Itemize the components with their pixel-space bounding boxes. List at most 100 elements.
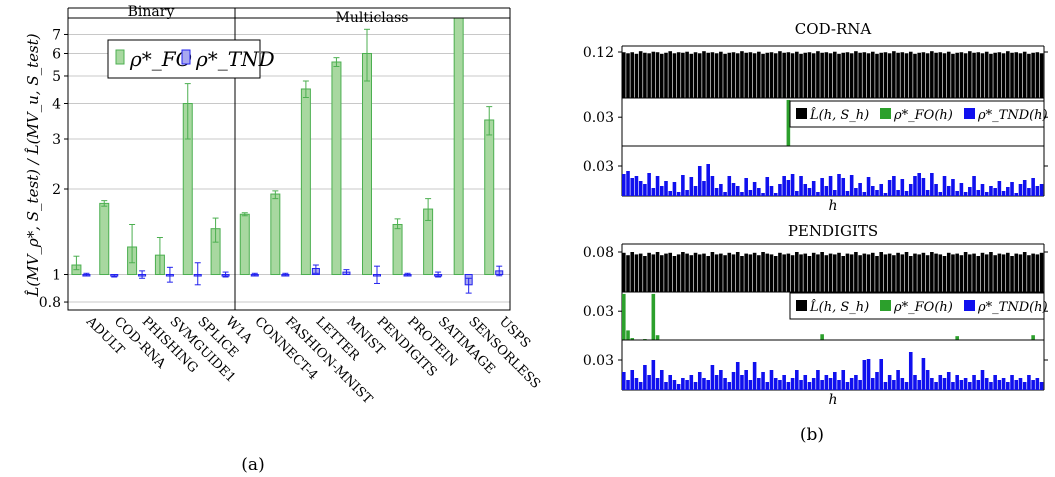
b-bar: [697, 166, 702, 196]
b-x-axis-label: h: [828, 392, 837, 408]
b-bar: [976, 190, 981, 196]
b-bar: [803, 184, 808, 196]
a-bar-fo: [484, 119, 495, 276]
b-bar: [685, 380, 689, 390]
b-bar: [968, 187, 972, 196]
b-bar: [925, 53, 930, 98]
b-bar: [997, 52, 1002, 98]
b-bar: [904, 382, 909, 390]
b-bar: [676, 52, 681, 98]
b-bar: [887, 180, 892, 196]
a-bar-fo: [300, 88, 311, 276]
b-legend: L̂(h, S_h) ρ*_FO(h) ρ*_TND(h): [789, 100, 1048, 128]
b-bar: [925, 370, 930, 390]
b-bar: [870, 51, 875, 98]
b-bar: [714, 375, 719, 390]
a-legend-tnd-swatch: [181, 49, 191, 65]
b-bar: [938, 192, 943, 196]
b-bar: [786, 180, 791, 196]
b-bar: [921, 252, 926, 292]
b-bar: [955, 52, 959, 98]
b-bar: [790, 378, 795, 390]
b-bar: [938, 375, 943, 390]
b-bar: [820, 334, 824, 340]
b-bar: [955, 375, 959, 390]
b-bar: [934, 52, 938, 98]
b-bar: [820, 252, 824, 292]
b-bar: [866, 359, 871, 390]
b-bar: [900, 52, 905, 98]
b-bar: [862, 253, 867, 292]
b-bar: [811, 378, 816, 390]
b-legend-box: [789, 100, 1045, 128]
b-bar: [790, 174, 795, 196]
b-bar: [769, 186, 774, 196]
b-bar: [693, 52, 698, 98]
b-bar: [1031, 335, 1035, 340]
b-bar: [921, 358, 926, 390]
b-bar: [942, 378, 947, 390]
b-bar: [634, 378, 639, 390]
b-bar: [879, 52, 884, 98]
b-bar: [782, 176, 786, 196]
b-bar: [858, 380, 862, 390]
b-bar: [972, 253, 976, 292]
b-bar: [1031, 380, 1035, 390]
b-bar: [1035, 186, 1040, 196]
b-bar: [849, 175, 854, 196]
b-bar: [702, 181, 706, 196]
a-y-tick-label: 1: [52, 268, 61, 284]
b-bar: [706, 52, 710, 98]
b-bar: [976, 380, 981, 390]
b-bar: [643, 184, 647, 196]
b-bar: [959, 255, 964, 292]
b-bar: [748, 52, 753, 98]
b-bar: [875, 372, 879, 390]
b-bar: [672, 53, 677, 98]
b-y-tick-label: 0.03: [583, 353, 614, 369]
b-y-tick-label: 0.03: [583, 159, 614, 175]
b-bar: [828, 53, 833, 98]
a-legend-tnd-label: ρ*_TND: [195, 47, 275, 71]
b-bar: [735, 186, 740, 196]
b-bar: [892, 255, 896, 292]
b-bar: [946, 51, 951, 98]
b-bar: [748, 380, 753, 390]
b-bar: [761, 53, 765, 98]
b-bar: [892, 51, 896, 98]
b-bar: [731, 372, 736, 390]
a-y-tick-label: 5: [52, 69, 61, 85]
b-bar: [647, 173, 651, 196]
b-bar: [837, 252, 841, 292]
b-bar: [930, 51, 934, 98]
b-bar: [997, 253, 1002, 292]
b-bar: [731, 183, 736, 196]
b-bar: [723, 53, 727, 98]
b-bar: [668, 51, 673, 98]
b-bar: [799, 380, 803, 390]
b-bar: [651, 293, 656, 340]
b-bar: [786, 99, 791, 146]
b-bar: [917, 380, 921, 390]
b-bar: [866, 254, 871, 292]
a-group-label-multiclass: Multiclass: [336, 10, 409, 26]
b-bar: [761, 372, 765, 390]
b-subpanel: PENDIGITS 0.08 0.03 0.03 L̂(h, S_h) ρ*_FO(h) ρ…: [583, 222, 1048, 408]
b-bar: [647, 375, 651, 390]
a-bar-fo: [392, 223, 403, 276]
b-bar: [841, 370, 846, 390]
b-bar: [647, 252, 651, 292]
b-bar: [816, 51, 820, 98]
b-bar: [858, 255, 862, 292]
b-bar: [778, 252, 782, 292]
a-y-axis-label: L̂(MV_ρ*, S_test) / L̂(MV_u, S_test): [24, 33, 42, 297]
b-bar: [757, 188, 761, 196]
b-bar: [879, 359, 884, 390]
b-bar: [820, 380, 824, 390]
b-bar: [786, 52, 791, 98]
b-legend-label: ρ*_FO(h): [893, 300, 953, 315]
a-bar-fo: [270, 193, 281, 276]
b-bar: [634, 53, 639, 98]
b-bar: [744, 178, 748, 196]
b-bar: [976, 52, 981, 98]
